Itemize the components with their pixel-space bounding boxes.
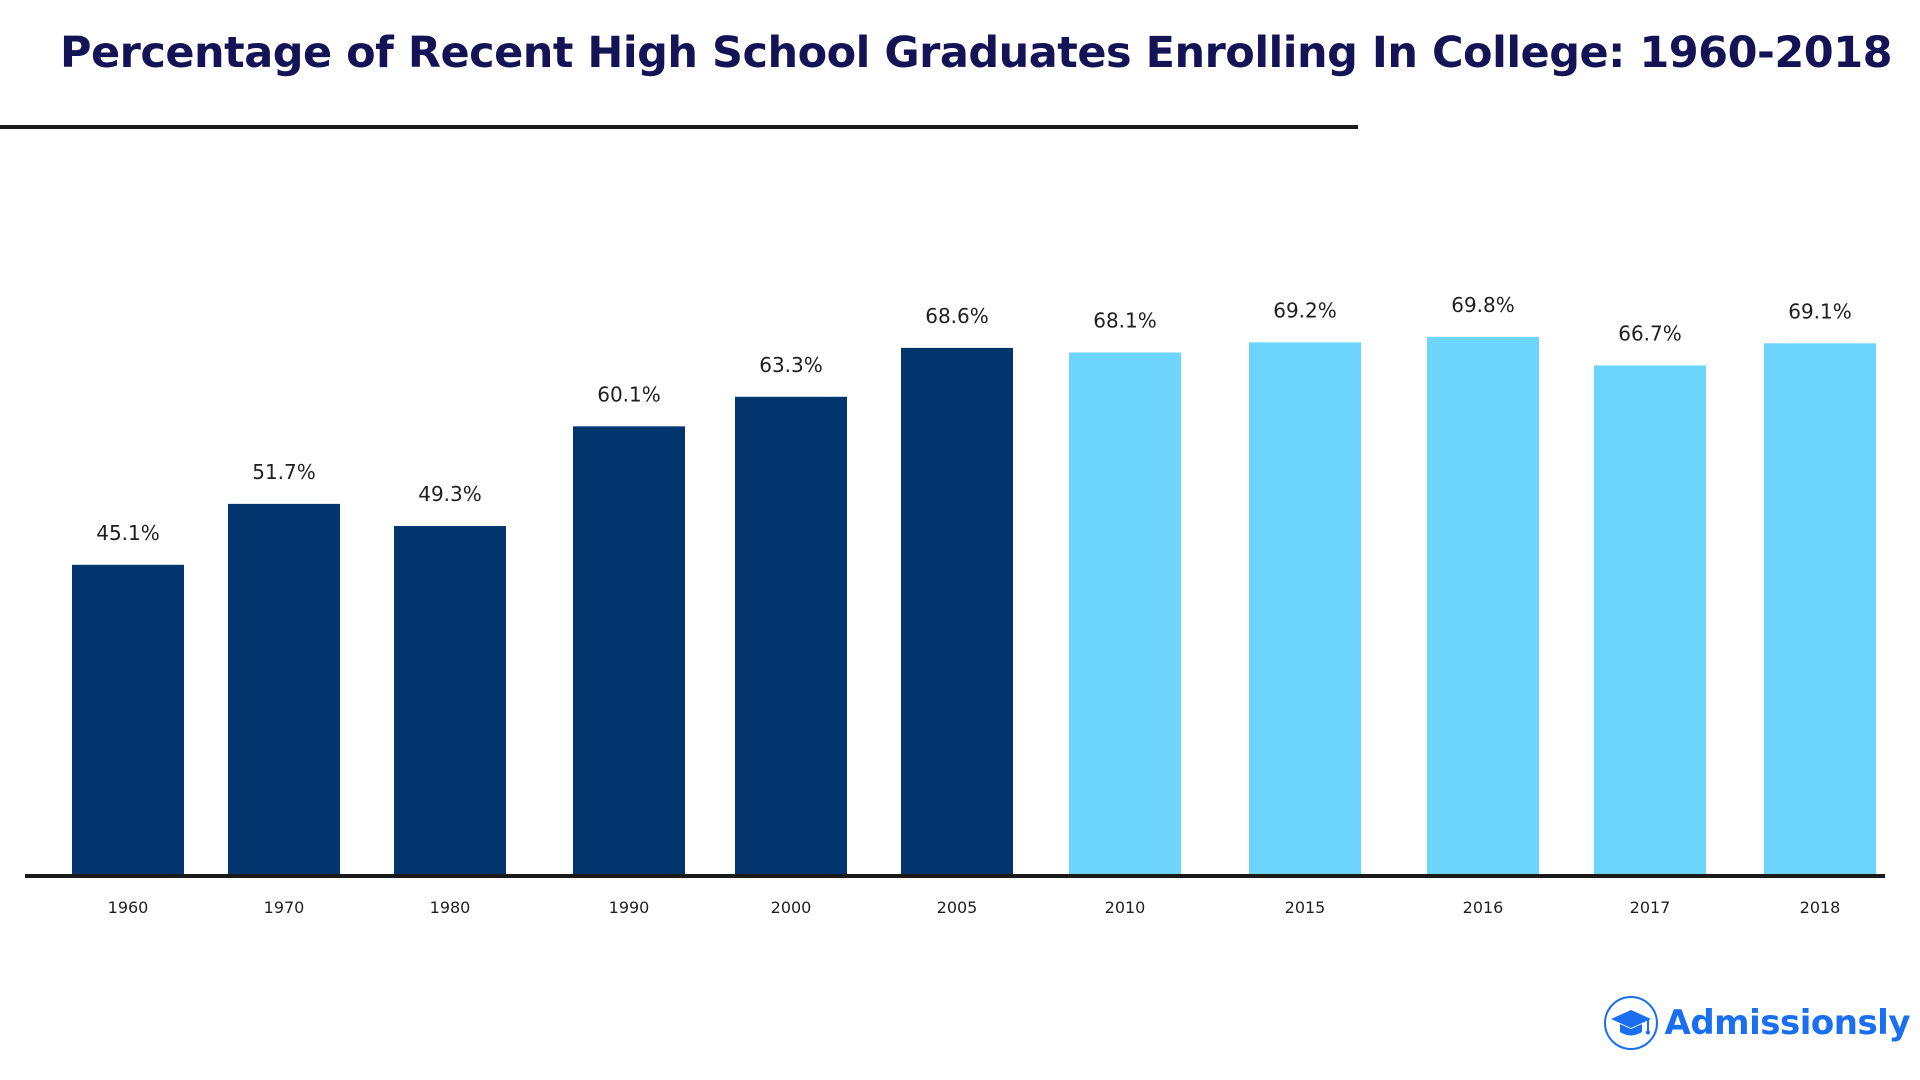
x-tick-2017: 2017	[1630, 898, 1671, 917]
bar-2005	[901, 347, 1013, 874]
x-tick-1980: 1980	[430, 898, 471, 917]
bar-2010	[1069, 352, 1181, 874]
value-label-1970: 51.7%	[252, 460, 316, 484]
x-tick-2018: 2018	[1800, 898, 1841, 917]
value-label-1960: 45.1%	[96, 521, 160, 545]
value-label-2005: 68.6%	[925, 304, 989, 328]
value-labels-layer: 45.1% 51.7% 49.3% 60.1% 63.3% 68.6% 68.1% 69.2%…	[96, 293, 1852, 545]
x-tick-1990: 1990	[609, 898, 650, 917]
bar-2018	[1764, 343, 1876, 874]
bar-1980	[394, 526, 506, 874]
brand-logo: Admissionsly	[1603, 995, 1911, 1051]
x-tick-2015: 2015	[1285, 898, 1326, 917]
x-tick-1970: 1970	[264, 898, 305, 917]
value-label-2018: 69.1%	[1788, 299, 1852, 323]
brand-name: Admissionsly	[1664, 1003, 1911, 1043]
bar-2017	[1594, 365, 1706, 874]
value-label-2000: 63.3%	[759, 353, 823, 377]
x-tick-labels-layer: 1960 1970 1980 1990 2000 2005 2010 2015 2016 2017…	[108, 898, 1841, 917]
x-tick-2016: 2016	[1463, 898, 1504, 917]
value-label-2016: 69.8%	[1451, 293, 1515, 317]
bar-2016	[1427, 336, 1539, 875]
x-tick-2005: 2005	[937, 898, 978, 917]
x-tick-1960: 1960	[108, 898, 149, 917]
value-label-1980: 49.3%	[418, 482, 482, 506]
value-label-1990: 60.1%	[597, 382, 661, 406]
title-underline	[0, 125, 1358, 129]
x-tick-2000: 2000	[771, 898, 812, 917]
bars-layer	[72, 336, 1876, 875]
bar-1960	[72, 564, 184, 874]
chart-title: Percentage of Recent High School Graduat…	[60, 28, 1893, 78]
bar-2000	[735, 396, 847, 874]
bar-1970	[228, 503, 340, 874]
bar-chart: 45.1% 51.7% 49.3% 60.1% 63.3% 68.6% 68.1% 69.2%…	[25, 293, 1885, 917]
graduation-cap-icon	[1603, 996, 1658, 1050]
bar-1990	[573, 426, 685, 874]
bar-2015	[1249, 342, 1361, 874]
value-label-2010: 68.1%	[1093, 309, 1157, 333]
value-label-2017: 66.7%	[1618, 321, 1682, 345]
value-label-2015: 69.2%	[1273, 298, 1337, 322]
x-tick-2010: 2010	[1105, 898, 1146, 917]
